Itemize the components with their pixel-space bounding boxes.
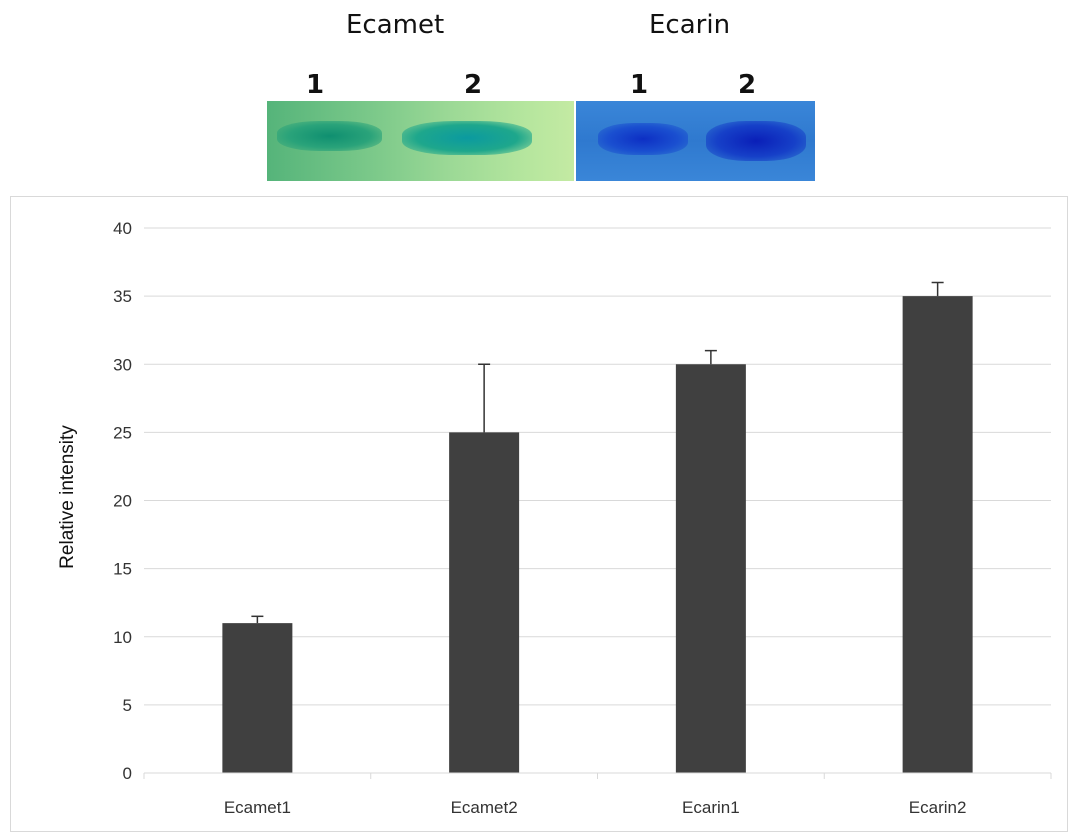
gel-title-ecarin: Ecarin — [649, 10, 731, 40]
y-tick-label: 25 — [113, 423, 132, 442]
y-tick-label: 30 — [113, 355, 132, 374]
gel-band-ecamet-2 — [402, 121, 532, 155]
bar — [675, 364, 746, 773]
gel-band-ecamet-1 — [277, 121, 382, 151]
lane-label-ecarin-2: 2 — [738, 70, 757, 100]
gel-band-ecarin-1 — [598, 123, 688, 155]
chart-area: 0 5 10 15 20 25 30 35 40 Ecamet1 Ecamet2 Ecarin1 Eca… — [10, 196, 1068, 832]
bar — [449, 432, 520, 773]
x-tick-label: Ecamet2 — [451, 798, 518, 817]
y-tick-label: 15 — [113, 560, 132, 579]
y-tick-label: 10 — [113, 628, 132, 647]
lane-label-ecamet-2: 2 — [464, 70, 483, 100]
y-tick-label: 20 — [113, 492, 132, 511]
bar — [222, 623, 293, 773]
bar — [902, 296, 973, 773]
y-axis-label: Relative intensity — [57, 425, 78, 569]
y-tick-label: 35 — [113, 287, 132, 306]
y-tick-label: 40 — [113, 219, 132, 238]
gel-title-ecamet: Ecamet — [346, 10, 445, 40]
x-tick-label: Ecarin1 — [682, 798, 740, 817]
gel-image-ecamet — [267, 101, 574, 181]
gel-image-ecarin — [576, 101, 815, 181]
bar-chart: 0 5 10 15 20 25 30 35 40 Ecamet1 Ecamet2 Ecarin1 Eca… — [57, 219, 1052, 817]
lane-label-ecarin-1: 1 — [630, 70, 649, 100]
x-tick-label: Ecarin2 — [909, 798, 967, 817]
y-tick-label: 5 — [123, 696, 132, 715]
axes: 0 5 10 15 20 25 30 35 40 Ecamet1 Ecamet2 Ecarin1 Eca… — [113, 219, 1052, 817]
gel-band-ecarin-2 — [706, 121, 806, 161]
lane-label-ecamet-1: 1 — [306, 70, 325, 100]
y-tick-label: 0 — [123, 764, 132, 783]
gridlines — [144, 227, 1051, 706]
bars — [222, 281, 973, 773]
x-tick-label: Ecamet1 — [224, 798, 291, 817]
